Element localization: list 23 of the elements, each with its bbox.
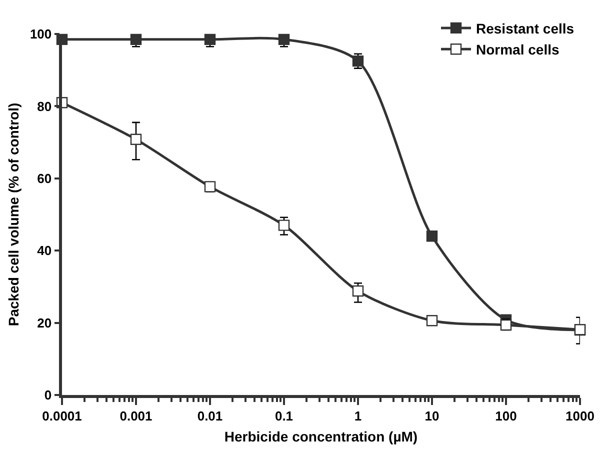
x-tick-label: 0.001 bbox=[120, 408, 152, 424]
y-tick-label: 20 bbox=[37, 315, 52, 330]
point bbox=[426, 230, 438, 242]
x-tick-label: 0.0001 bbox=[42, 408, 82, 424]
x-tick-label: 0.01 bbox=[197, 408, 223, 424]
x-axis-title: Herbicide concentration (µM) bbox=[224, 428, 418, 445]
y-tick-label: 0 bbox=[44, 388, 52, 403]
y-tick-label: 60 bbox=[37, 170, 52, 186]
x-tick-label: 0.1 bbox=[274, 408, 294, 424]
point bbox=[278, 220, 290, 231]
y-tick-label: 80 bbox=[37, 98, 52, 114]
x-tick-label: 1000 bbox=[566, 408, 594, 424]
point bbox=[352, 285, 364, 297]
point bbox=[130, 134, 142, 146]
y-tick-label: 100 bbox=[30, 26, 52, 42]
x-tick-label: 100 bbox=[495, 408, 517, 424]
point bbox=[426, 315, 438, 326]
y-axis-title: Packed cell volume (% of control) bbox=[6, 102, 22, 326]
x-tick-label: 1 bbox=[354, 408, 362, 424]
y-tick-label: 40 bbox=[37, 243, 52, 258]
legend-label: Normal cells bbox=[476, 42, 560, 58]
legend-label: Resistant cells bbox=[476, 20, 574, 36]
x-tick-label: 10 bbox=[424, 408, 440, 424]
